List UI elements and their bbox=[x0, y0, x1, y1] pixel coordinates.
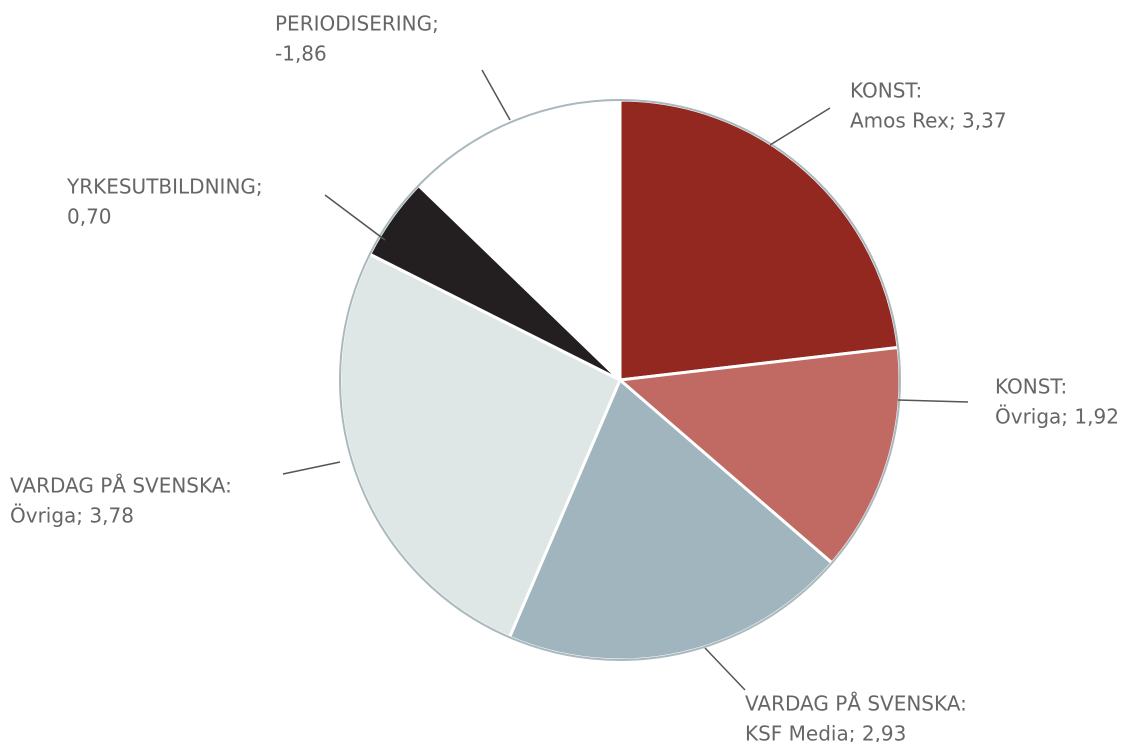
leader-line bbox=[282, 461, 341, 475]
leader-line bbox=[481, 69, 511, 121]
value-label: Övriga; 1,92 bbox=[995, 405, 1119, 429]
value-label: Amos Rex; 3,37 bbox=[850, 109, 1007, 133]
category-label: YRKESUTBILDNING; bbox=[66, 175, 263, 199]
value-label: Övriga; 3,78 bbox=[10, 504, 134, 528]
value-label: 0,70 bbox=[67, 205, 112, 229]
category-label: KONST: bbox=[995, 375, 1067, 399]
value-label: KSF Media; 2,93 bbox=[745, 722, 906, 742]
leader-line bbox=[897, 399, 969, 403]
pie-slice bbox=[618, 98, 900, 382]
category-label: VARDAG PÅ SVENSKA: bbox=[10, 474, 232, 498]
leader-line bbox=[704, 647, 746, 691]
category-label: PERIODISERING; bbox=[275, 12, 439, 36]
category-label: KONST: bbox=[850, 79, 922, 103]
pie-outline bbox=[339, 99, 901, 661]
leader-line bbox=[324, 194, 386, 241]
leader-line bbox=[769, 107, 831, 146]
value-label: -1,86 bbox=[275, 42, 327, 66]
category-label: VARDAG PÅ SVENSKA: bbox=[745, 692, 967, 716]
